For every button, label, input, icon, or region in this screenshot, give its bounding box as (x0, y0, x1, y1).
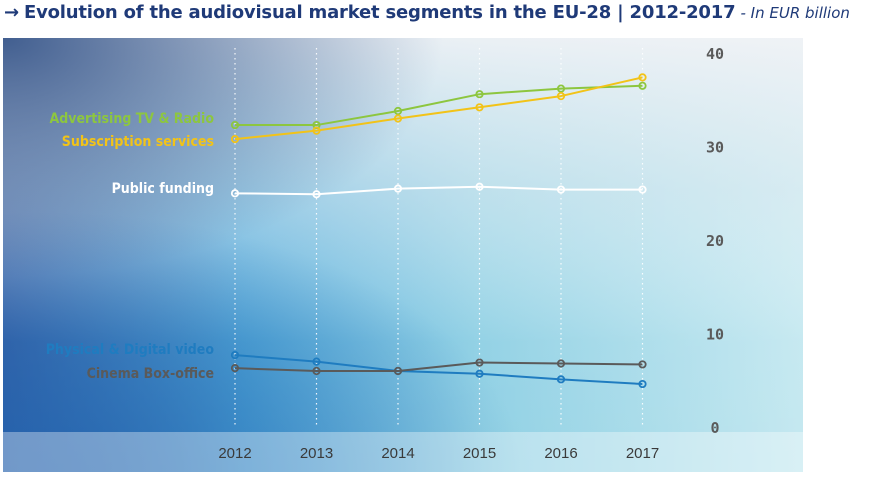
data-point-advertising-tv-radio-2017 (638, 81, 647, 90)
series-line-subscription-services (234, 76, 643, 141)
data-point-advertising-tv-radio-2012 (230, 120, 240, 130)
y-axis: 0 10 20 30 40 (706, 45, 724, 437)
data-point-public-funding-2015 (475, 182, 484, 191)
series-subscription-services (230, 73, 647, 144)
data-point-cinema-box-office-2012 (230, 364, 240, 373)
data-point-subscription-services-2015 (475, 103, 484, 112)
data-point-subscription-services-2014 (393, 114, 403, 123)
data-point-cinema-box-office-2015 (475, 358, 484, 367)
data-point-subscription-services-2017 (638, 73, 647, 82)
chart-unit-label: - In EUR billion (740, 4, 850, 22)
series-line-cinema-box-office (234, 361, 643, 372)
data-point-public-funding-2016 (556, 185, 566, 194)
data-point-physical-digital-video-2015 (475, 369, 484, 378)
data-point-public-funding-2012 (230, 189, 240, 198)
chart-title-bar: → Evolution of the audiovisual market se… (4, 0, 885, 30)
data-point-physical-digital-video-2012 (230, 350, 240, 360)
y-tick-label-20: 20 (706, 232, 724, 250)
data-point-advertising-tv-radio-2015 (475, 90, 484, 99)
series-cinema-box-office (230, 358, 647, 376)
data-point-physical-digital-video-2017 (638, 379, 647, 389)
x-tick-label-2012: 2012 (218, 445, 251, 462)
series-label-physical-digital-video: Physical & Digital video (46, 342, 215, 358)
data-point-public-funding-2017 (638, 185, 647, 194)
data-point-subscription-services-2012 (230, 134, 240, 144)
data-point-cinema-box-office-2017 (638, 360, 647, 369)
data-point-subscription-services-2016 (556, 91, 566, 101)
data-point-advertising-tv-radio-2014 (393, 106, 403, 116)
series-physical-digital-video (230, 350, 647, 389)
x-axis: 2012 2013 2014 2015 2016 2017 (218, 445, 659, 462)
series-line-physical-digital-video (234, 354, 643, 386)
x-tick-label-2013: 2013 (300, 445, 333, 462)
y-tick-label-30: 30 (706, 139, 724, 157)
series-public-funding (230, 182, 647, 199)
x-tick-label-2015: 2015 (463, 445, 496, 462)
x-tick-label-2016: 2016 (544, 445, 577, 462)
y-tick-label-40: 40 (706, 45, 724, 63)
y-tick-label-0: 0 (710, 419, 719, 437)
data-point-public-funding-2014 (393, 184, 403, 193)
series-line-public-funding (234, 185, 643, 196)
x-tick-label-2017: 2017 (626, 445, 659, 462)
x-axis-band (3, 432, 803, 472)
data-point-cinema-box-office-2013 (312, 366, 321, 376)
data-point-subscription-services-2013 (312, 126, 321, 135)
data-point-cinema-box-office-2014 (393, 366, 403, 376)
plot-background-corner-shade (3, 38, 803, 472)
data-point-physical-digital-video-2013 (312, 357, 321, 366)
legend-labels: Advertising TV & Radio Subscription servi… (46, 111, 215, 382)
series-line-advertising-tv-radio (235, 84, 643, 127)
series-label-public-funding: Public funding (112, 181, 214, 197)
y-tick-label-10: 10 (706, 326, 724, 344)
chart-title: Evolution of the audiovisual market segm… (23, 2, 736, 23)
data-point-advertising-tv-radio-2016 (556, 84, 566, 93)
data-point-public-funding-2013 (312, 190, 321, 199)
title-arrow-icon: → (4, 2, 19, 23)
series-label-advertising-tv-radio: Advertising TV & Radio (49, 111, 214, 127)
series-group (230, 73, 647, 389)
data-point-physical-digital-video-2016 (556, 375, 566, 384)
series-label-cinema-box-office: Cinema Box-office (87, 366, 214, 382)
data-point-cinema-box-office-2016 (556, 359, 566, 368)
series-label-subscription-services: Subscription services (62, 134, 214, 150)
x-tick-label-2014: 2014 (381, 445, 414, 462)
line-chart: 0 10 20 30 40 2012 2013 2014 2015 2016 2017 Adver… (3, 38, 803, 472)
series-advertising-tv-radio (230, 81, 647, 130)
